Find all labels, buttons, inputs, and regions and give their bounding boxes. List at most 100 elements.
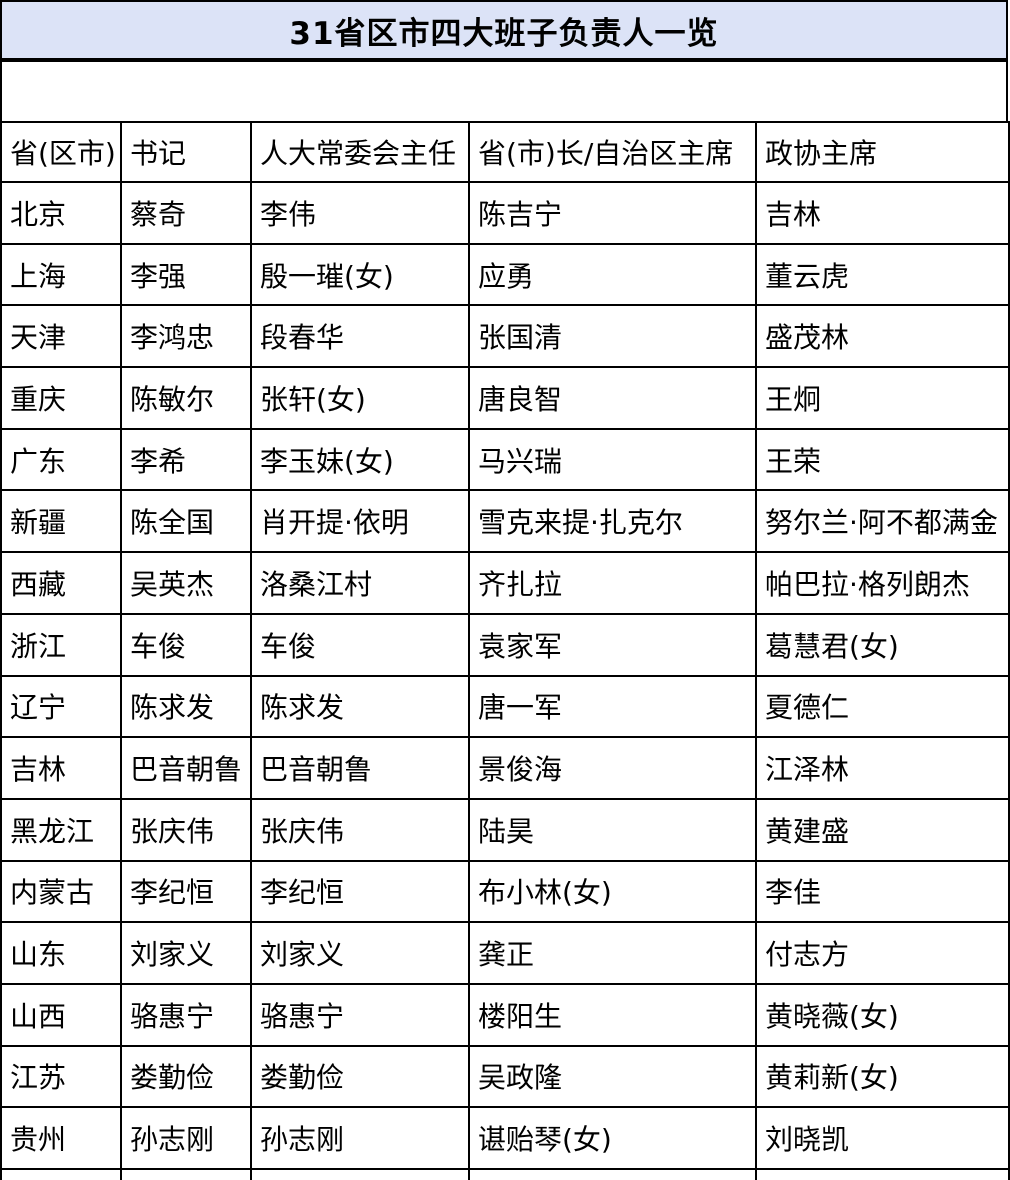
- leader-name-cell: 王炯: [755, 366, 1010, 430]
- leader-name-cell: 李纪恒: [250, 859, 470, 924]
- leader-name-cell: 骆惠宁: [120, 982, 252, 1047]
- table-row: 上海 李强 殷一璀(女) 应勇 董云虎: [0, 242, 1010, 307]
- table-row: 吉林 巴音朝鲁 巴音朝鲁 景俊海 江泽林: [0, 736, 1010, 800]
- leader-name-cell: 李伟: [250, 181, 470, 245]
- leader-name-cell: 齐扎拉: [468, 551, 757, 615]
- leader-name-cell: 张国清: [468, 304, 757, 369]
- column-header: 省(区市): [0, 121, 122, 183]
- leader-name-cell: 董云虎: [755, 242, 1010, 307]
- leader-name-cell: 刘晓凯: [755, 1106, 1010, 1170]
- table-row: 辽宁 陈求发 陈求发 唐一军 夏德仁: [0, 674, 1010, 739]
- leader-name-cell: 刘家义: [120, 921, 252, 985]
- table-title: 31省区市四大班子负责人一览: [289, 15, 719, 52]
- leader-name-cell: 张庆伟: [120, 797, 252, 862]
- leader-name-cell: 唐一军: [468, 674, 757, 739]
- leader-name-cell: 龚正: [468, 921, 757, 985]
- province-cell: 广东: [0, 427, 122, 492]
- province-cell: 吉林: [0, 736, 122, 800]
- leader-name-cell: 唐良智: [468, 366, 757, 430]
- leader-name-cell: [250, 1168, 470, 1180]
- table-row: 浙江 车俊 车俊 袁家军 葛慧君(女): [0, 612, 1010, 677]
- leader-name-cell: 黄莉新(女): [755, 1044, 1010, 1109]
- leader-name-cell: 车俊: [120, 612, 252, 677]
- column-header: 人大常委会主任: [250, 121, 470, 183]
- column-header: 书记: [120, 121, 252, 183]
- table-row: 内蒙古 李纪恒 李纪恒 布小林(女) 李佳: [0, 859, 1010, 924]
- province-cell: 贵州: [0, 1106, 122, 1170]
- province-cell: 西藏: [0, 551, 122, 615]
- leader-name-cell: 刘家义: [250, 921, 470, 985]
- leader-name-cell: 陆昊: [468, 797, 757, 862]
- province-cell: 重庆: [0, 366, 122, 430]
- leader-name-cell: [120, 1168, 252, 1180]
- table-row: 山东 刘家义 刘家义 龚正 付志方: [0, 921, 1010, 985]
- leaders-table: 省(区市) 书记 人大常委会主任 省(市)长/自治区主席 政协主席 北京 蔡奇 李伟 陈吉宁吉…: [0, 121, 1010, 1180]
- leader-name-cell: 葛慧君(女): [755, 612, 1010, 677]
- leader-name-cell: 殷一璀(女): [250, 242, 470, 307]
- leader-name-cell: 巴音朝鲁: [250, 736, 470, 800]
- leader-name-cell: 应勇: [468, 242, 757, 307]
- table-row: 山西 骆惠宁 骆惠宁 楼阳生 黄晓薇(女): [0, 982, 1010, 1047]
- table-row: 贵州 孙志刚 孙志刚 谌贻琴(女) 刘晓凯: [0, 1106, 1010, 1170]
- table-row: 重庆 陈敏尔 张轩(女) 唐良智 王炯: [0, 366, 1010, 430]
- leader-name-cell: 陈全国: [120, 489, 252, 554]
- leader-name-cell: 夏德仁: [755, 674, 1010, 739]
- table-row: 西藏 吴英杰 洛桑江村 齐扎拉 帕巴拉·格列朗杰: [0, 551, 1010, 615]
- leader-name-cell: 娄勤俭: [120, 1044, 252, 1109]
- province-cell: 北京: [0, 181, 122, 245]
- leader-name-cell: 骆惠宁: [250, 982, 470, 1047]
- table-row: 北京 蔡奇 李伟 陈吉宁 吉林: [0, 181, 1010, 245]
- table-title-bar: 31省区市四大班子负责人一览: [0, 0, 1008, 62]
- leader-name-cell: 陈求发: [120, 674, 252, 739]
- leader-name-cell: 付志方: [755, 921, 1010, 985]
- leader-name-cell: 李强: [120, 242, 252, 307]
- province-cell: 新疆: [0, 489, 122, 554]
- leader-name-cell: 张庆伟: [250, 797, 470, 862]
- leader-name-cell: 帕巴拉·格列朗杰: [755, 551, 1010, 615]
- leader-name-cell: 袁家军: [468, 612, 757, 677]
- leader-name-cell: 吴政隆: [468, 1044, 757, 1109]
- leader-name-cell: 肖开提·依明: [250, 489, 470, 554]
- province-cell: 江苏: [0, 1044, 122, 1109]
- leader-name-cell: 努尔兰·阿不都满金: [755, 489, 1010, 554]
- leader-name-cell: 娄勤俭: [250, 1044, 470, 1109]
- leader-name-cell: 孙志刚: [250, 1106, 470, 1170]
- leader-name-cell: 谌贻琴(女): [468, 1106, 757, 1170]
- province-cell: 辽宁: [0, 674, 122, 739]
- leader-name-cell: 黄建盛: [755, 797, 1010, 862]
- leader-name-cell: 巴音朝鲁: [120, 736, 252, 800]
- province-cell: 上海: [0, 242, 122, 307]
- header-row: 省(区市) 书记 人大常委会主任 省(市)长/自治区主席 政协主席: [0, 121, 1010, 183]
- leader-name-cell: 李鸿忠: [120, 304, 252, 369]
- table-row: 新疆 陈全国 肖开提·依明 雪克来提·扎克尔 努尔兰·阿不都满金: [0, 489, 1010, 554]
- table-row: 黑龙江 张庆伟 张庆伟 陆昊 黄建盛: [0, 797, 1010, 862]
- leader-name-cell: 景俊海: [468, 736, 757, 800]
- leader-name-cell: 楼阳生: [468, 982, 757, 1047]
- leader-name-cell: 李玉妹(女): [250, 427, 470, 492]
- table-row: 天津 李鸿忠 段春华 张国清 盛茂林: [0, 304, 1010, 369]
- province-cell: 黑龙江: [0, 797, 122, 862]
- leader-name-cell: 蔡奇: [120, 181, 252, 245]
- leader-name-cell: 张轩(女): [250, 366, 470, 430]
- leader-name-cell: 孙志刚: [120, 1106, 252, 1170]
- province-cell: [0, 1168, 122, 1180]
- table-row: 广东 李希 李玉妹(女) 马兴瑞 王荣: [0, 427, 1010, 492]
- leader-name-cell: [468, 1168, 757, 1180]
- leader-name-cell: 布小林(女): [468, 859, 757, 924]
- leader-name-cell: 李佳: [755, 859, 1010, 924]
- leader-name-cell: 王荣: [755, 427, 1010, 492]
- leader-name-cell: 车俊: [250, 612, 470, 677]
- province-cell: 天津: [0, 304, 122, 369]
- column-header: 政协主席: [755, 121, 1010, 183]
- leader-name-cell: 陈求发: [250, 674, 470, 739]
- leader-name-cell: [755, 1168, 1010, 1180]
- leader-name-cell: 陈敏尔: [120, 366, 252, 430]
- leader-name-cell: 江泽林: [755, 736, 1010, 800]
- leader-name-cell: 洛桑江村: [250, 551, 470, 615]
- table-row: 江苏 娄勤俭 娄勤俭 吴政隆 黄莉新(女): [0, 1044, 1010, 1109]
- leader-name-cell: 段春华: [250, 304, 470, 369]
- leader-name-cell: 吉林: [755, 181, 1010, 245]
- leader-name-cell: 雪克来提·扎克尔: [468, 489, 757, 554]
- column-header: 省(市)长/自治区主席: [468, 121, 757, 183]
- province-cell: 山西: [0, 982, 122, 1047]
